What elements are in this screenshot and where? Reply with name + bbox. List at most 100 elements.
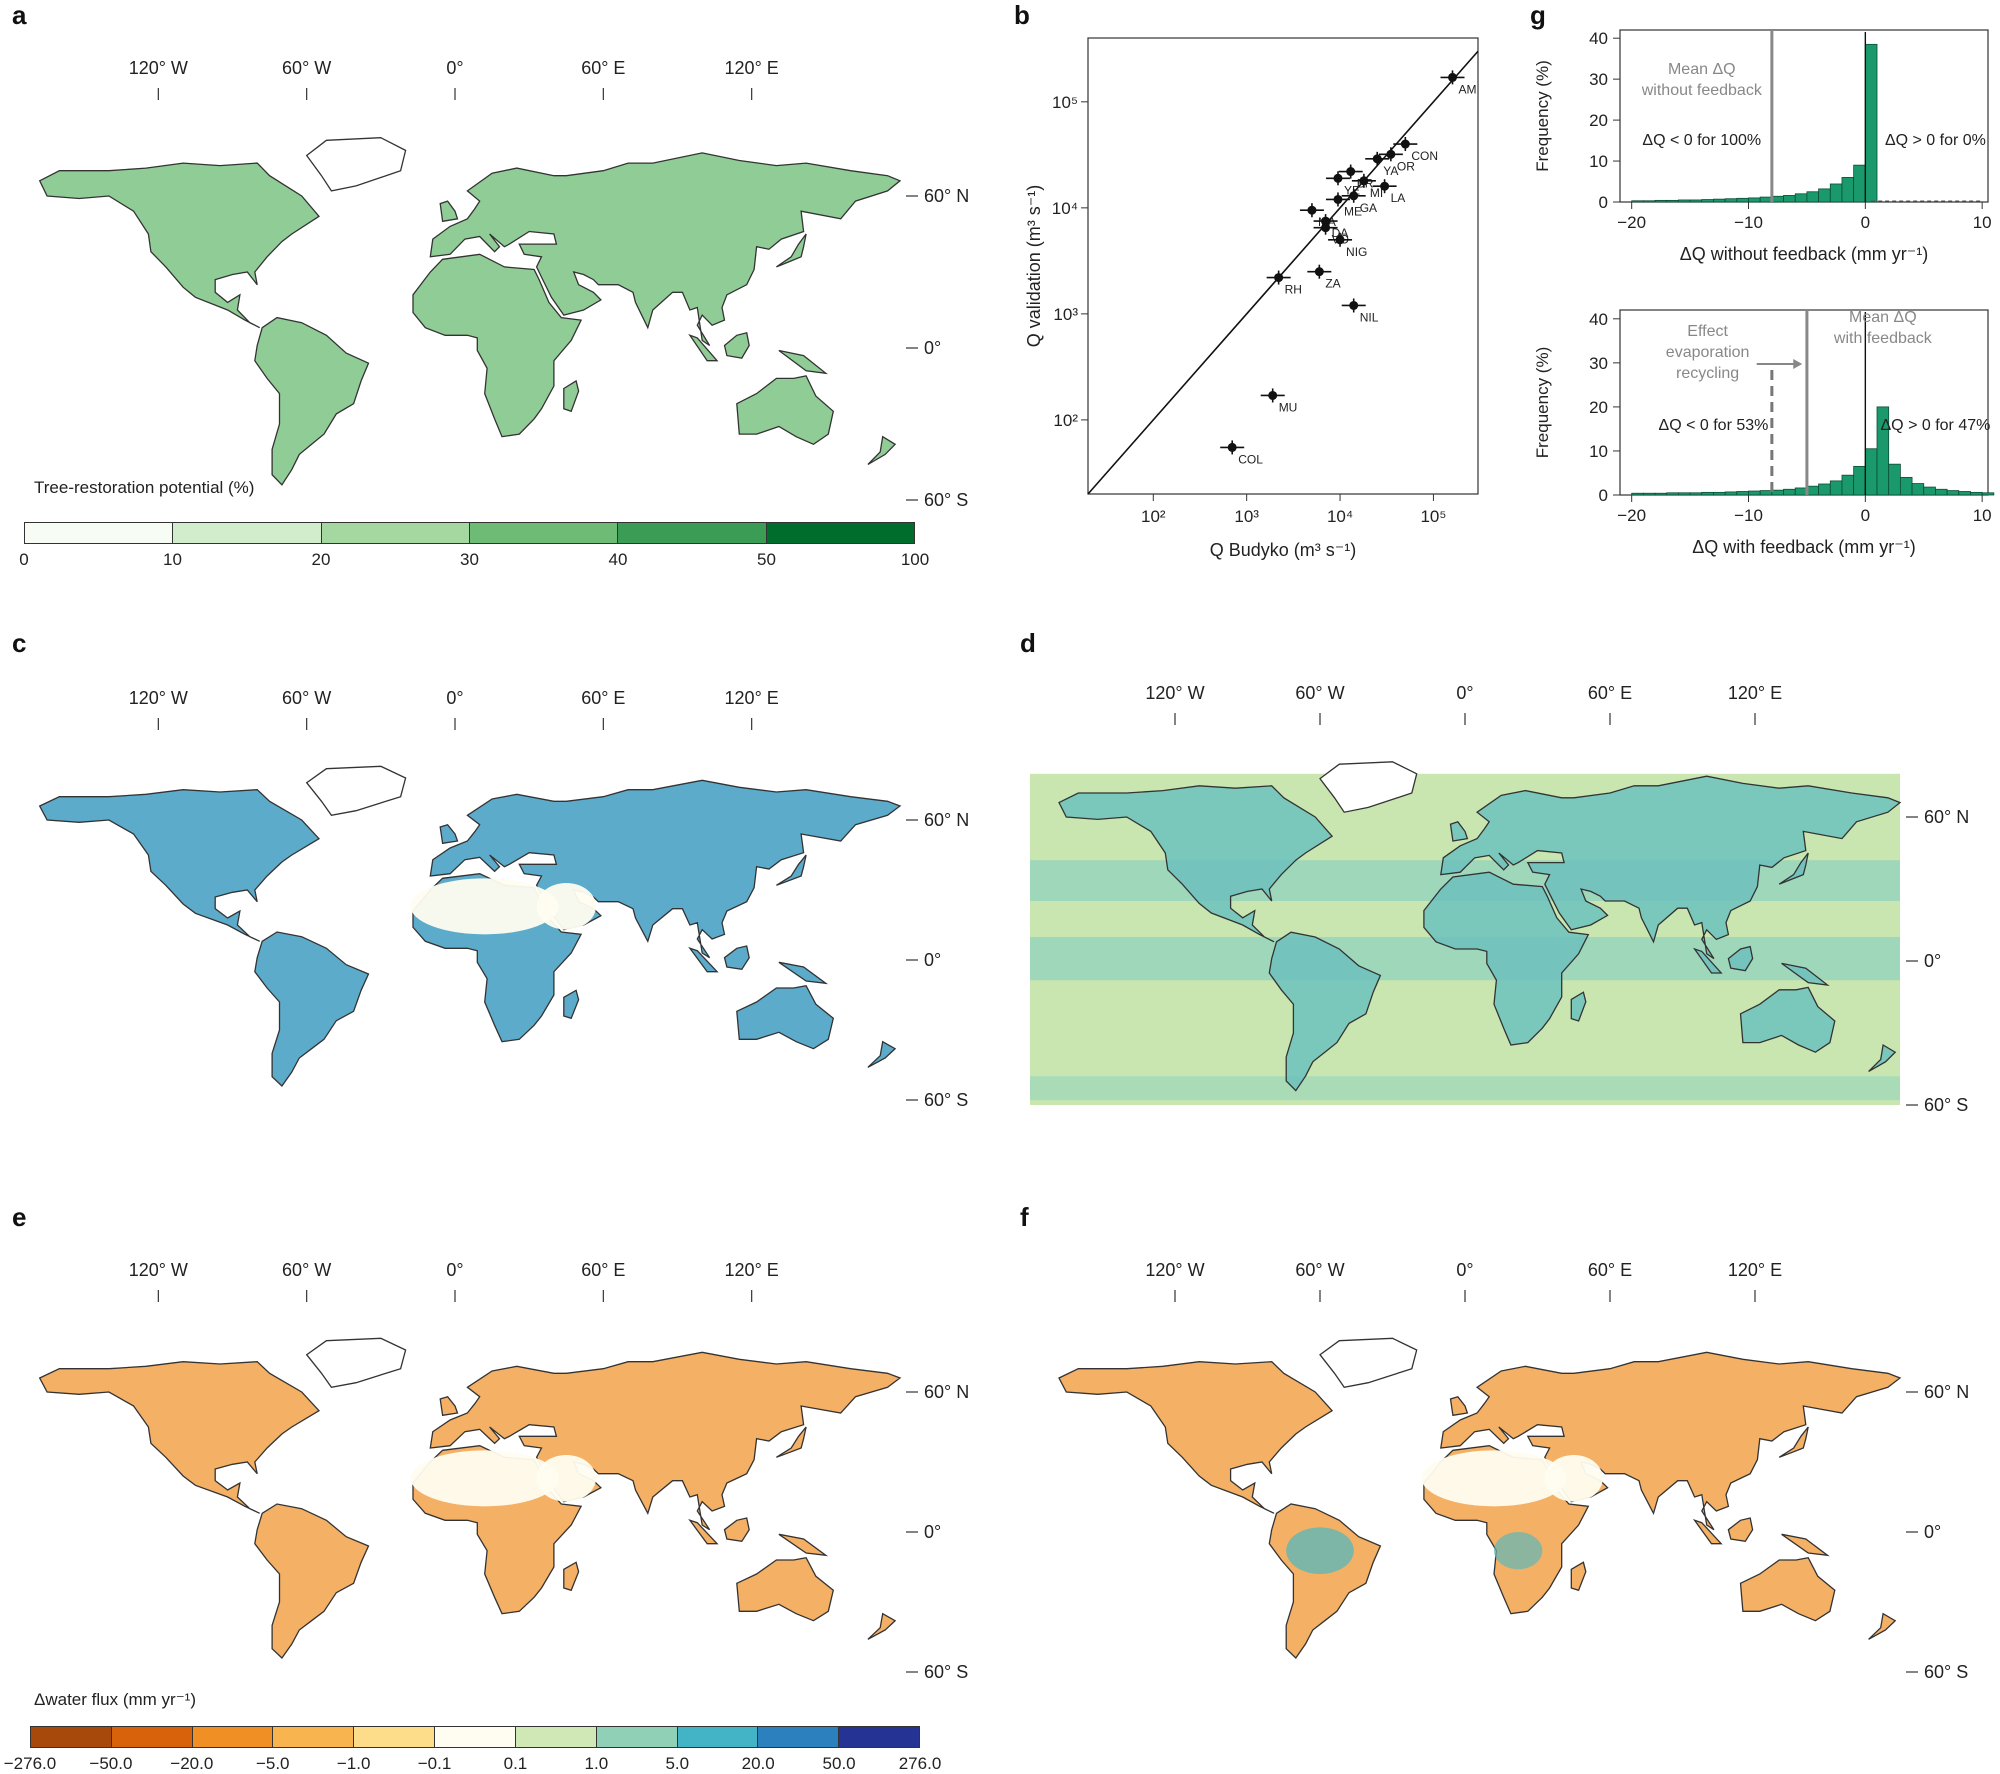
- lon-label: 120° W: [1145, 1260, 1204, 1280]
- lat-label: 60° N: [924, 186, 969, 206]
- lat-label: 0°: [924, 950, 941, 970]
- continent-outline: [254, 316, 370, 486]
- histogram-bar: [1724, 491, 1738, 496]
- x-tick-label: −20: [1617, 213, 1646, 232]
- panel-label-a: a: [12, 0, 27, 30]
- histogram-bar: [1654, 492, 1668, 496]
- y-axis-label: Q validation (m³ s⁻¹): [1024, 185, 1044, 348]
- continent-outline: [688, 334, 719, 362]
- map-e: 120° W 60° W 0° 60° E 120° E 60° N 0° 60° S: [10, 1252, 1000, 1692]
- histogram-bar: [1888, 463, 1901, 496]
- colorbar-tick-label: 20: [311, 550, 331, 569]
- map-a: 120° W 60° W 0° 60° E 120° E 60° N 0° 60° S: [10, 50, 1000, 520]
- data-point: [1448, 72, 1458, 82]
- y-tick-label: 20: [1589, 111, 1608, 130]
- histogram-bar: [1666, 492, 1679, 496]
- continent-outline: [1868, 1043, 1897, 1072]
- colorbar-a-title: Tree-restoration potential (%): [34, 478, 255, 497]
- lon-label: 60° W: [282, 58, 331, 78]
- lat-label: 0°: [1924, 1522, 1941, 1542]
- lon-label: 120° E: [725, 1260, 779, 1280]
- congo-patch: [1494, 1532, 1543, 1570]
- colorbar-segment: [111, 1727, 193, 1747]
- continent-outline: [723, 945, 750, 971]
- continent-outline: [1268, 931, 1382, 1092]
- lon-label: 120° E: [1728, 1260, 1782, 1280]
- continent-outline: [778, 961, 829, 985]
- histogram-bar: [1666, 199, 1679, 203]
- histogram-bar: [1724, 198, 1738, 203]
- histogram-bar: [1853, 164, 1866, 203]
- colorbar-tick-label: 10: [163, 550, 182, 569]
- lon-label: 60° W: [282, 1260, 331, 1280]
- y-tick-label: 10: [1589, 442, 1608, 461]
- continent-outline: [38, 162, 320, 329]
- point-label: ME: [1344, 204, 1362, 218]
- lon-label: 60° E: [581, 1260, 625, 1280]
- continent-outline: [1058, 785, 1334, 943]
- colorbar-tick-label: 50.0: [822, 1754, 856, 1773]
- colorbar-segment: [321, 523, 470, 543]
- x-tick-label: 0: [1861, 506, 1870, 525]
- colorbar-tick-label: 5.0: [665, 1754, 690, 1773]
- continent-outline: [1449, 821, 1469, 842]
- x-tick-label: 0: [1861, 213, 1870, 232]
- histogram-bar: [1970, 491, 1983, 496]
- continent-outline: [1440, 1351, 1902, 1531]
- colorbar-segment: [192, 1727, 274, 1747]
- colorbar-tick-label: −50.0: [89, 1754, 133, 1773]
- data-point: [1321, 223, 1331, 233]
- point-label: NIG: [1346, 245, 1367, 259]
- continent-outline: [1868, 1612, 1897, 1640]
- lon-label: 60° E: [1588, 1260, 1632, 1280]
- continent-outline: [305, 765, 407, 817]
- continent-outline: [1739, 1556, 1836, 1622]
- continent-outline: [778, 349, 829, 375]
- histogram-bar: [1864, 43, 1878, 203]
- map-svg: 120° W 60° W 0° 60° E 120° E 60° N 0° 60° S: [38, 688, 969, 1110]
- data-point: [1380, 181, 1390, 191]
- point-label: LA: [1391, 191, 1406, 205]
- histogram-bar: [1689, 199, 1703, 203]
- annotation-mean-sub: with feedback: [1833, 330, 1933, 347]
- lon-label: 120° E: [1728, 683, 1782, 703]
- continent-outline: [736, 984, 835, 1050]
- histogram-bar: [1736, 197, 1749, 203]
- continent-outline: [429, 1351, 902, 1531]
- continent-outline: [563, 1561, 580, 1592]
- x-axis-label: Q Budyko (m³ s⁻¹): [1210, 540, 1357, 560]
- y-tick-label: 10⁵: [1052, 93, 1078, 112]
- panel-label-g: g: [1530, 0, 1546, 30]
- histogram-g-top: 0 10 20 30 40 −20 −10 0 10 Frequency (%) ΔQ withou…: [1533, 29, 1992, 264]
- data-point: [1372, 154, 1382, 164]
- lon-label: 0°: [446, 58, 463, 78]
- annotation-positive: ΔQ > 0 for 0%: [1885, 132, 1986, 149]
- panel-label-b: b: [1014, 0, 1030, 30]
- point-label: MI: [1370, 186, 1383, 200]
- map-c: 120° W 60° W 0° 60° E 120° E 60° N 0° 60° S: [10, 680, 1000, 1120]
- data-point: [1268, 390, 1278, 400]
- colorbar-segment: [515, 1727, 597, 1747]
- plot-frame: [1619, 309, 1989, 496]
- y-tick-label: 0: [1599, 486, 1608, 505]
- histogram-bar: [1923, 486, 1936, 496]
- data-point: [1335, 235, 1345, 245]
- histogram-bar: [1794, 193, 1808, 203]
- data-point: [1349, 191, 1359, 201]
- histogram-bar: [1864, 448, 1878, 496]
- continent-outline: [1423, 871, 1590, 1046]
- histogram-bar: [1759, 196, 1773, 203]
- panel-label-e: e: [12, 1202, 27, 1232]
- annotation-positive: ΔQ > 0 for 47%: [1880, 417, 1990, 434]
- point-label: AM: [1459, 82, 1477, 96]
- y-tick-label: 10²: [1053, 411, 1078, 430]
- lon-label: 0°: [1456, 683, 1473, 703]
- colorbar-tick-label: 100: [900, 550, 930, 569]
- colorbar-tick-label: 30: [460, 550, 479, 569]
- histogram-bar: [1818, 483, 1831, 496]
- y-tick-label: 10⁴: [1052, 199, 1078, 218]
- colorbar-tick-label: 20.0: [741, 1754, 775, 1773]
- histogram-bar: [1678, 492, 1691, 496]
- colorbar-tick-label: −5.0: [255, 1754, 290, 1773]
- continent-outline: [254, 931, 370, 1087]
